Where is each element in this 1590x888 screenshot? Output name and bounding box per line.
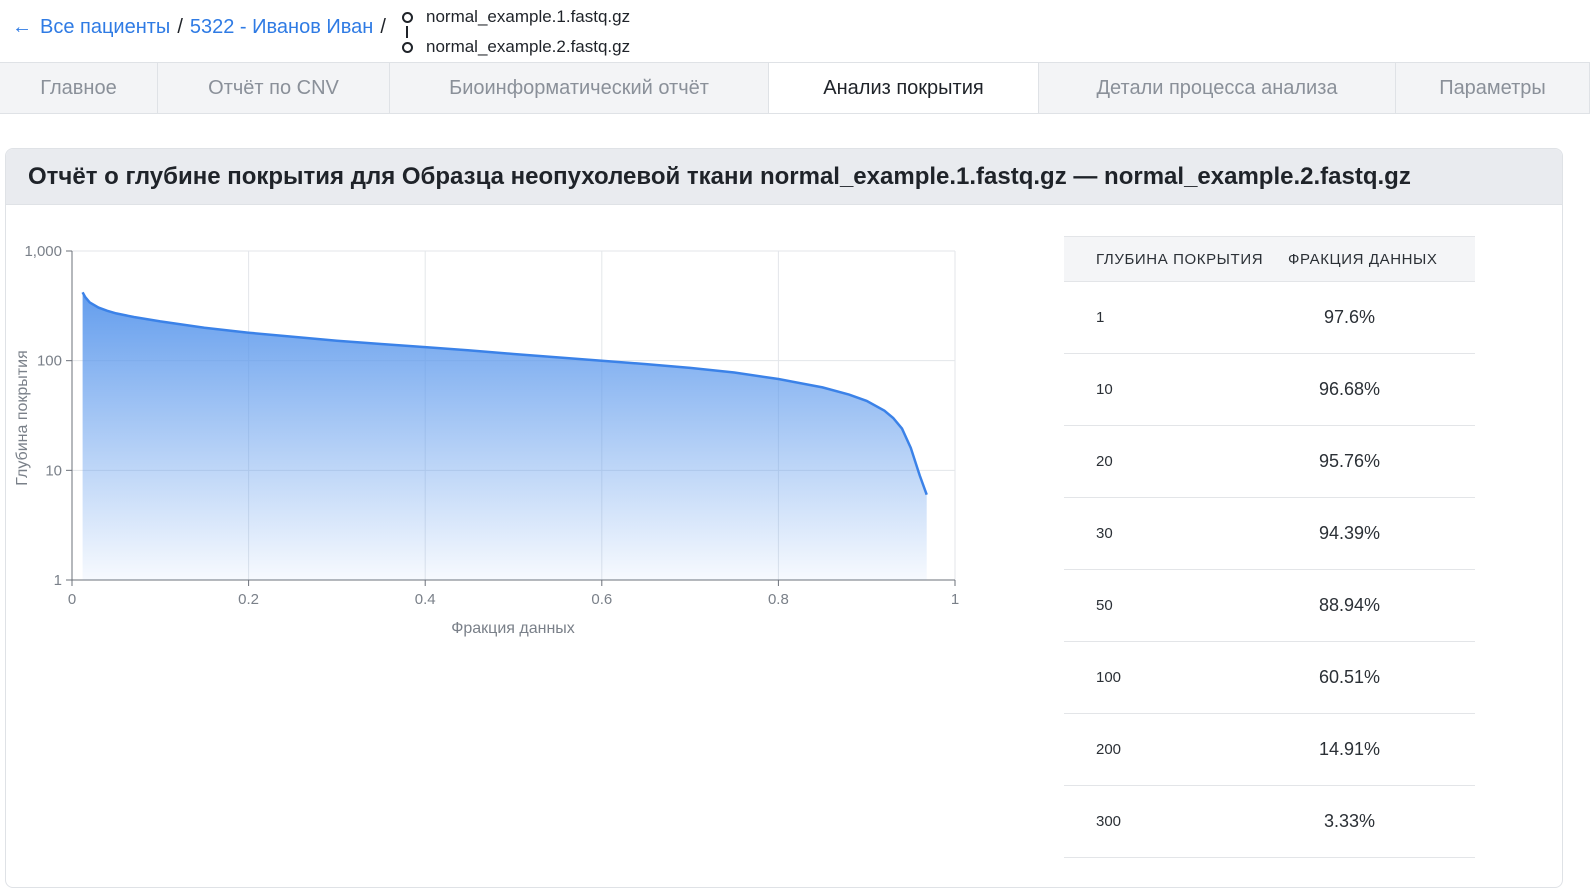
fraction-cell: 88.94% <box>1286 569 1475 642</box>
y-tick-label: 10 <box>45 462 62 479</box>
depth-cell: 200 <box>1064 713 1286 786</box>
column-header-fraction: ФРАКЦИЯ ДАННЫХ <box>1286 236 1475 282</box>
file-connector-line <box>406 26 408 38</box>
sample-file-2: normal_example.2.fastq.gz <box>402 32 630 62</box>
y-axis-label: Глубина покрытия <box>14 350 31 485</box>
table-header-row: ГЛУБИНА ПОКРЫТИЯ ФРАКЦИЯ ДАННЫХ <box>1064 236 1475 282</box>
table-row: 200 14.91% <box>1064 713 1475 786</box>
tab-main[interactable]: Главное <box>0 63 158 113</box>
fraction-cell: 3.33% <box>1286 785 1475 858</box>
tab-parameters[interactable]: Параметры <box>1396 63 1590 113</box>
tab-bioinformatics-report[interactable]: Биоинформатический отчёт <box>390 63 769 113</box>
arrow-left-icon[interactable]: ← <box>12 16 32 38</box>
y-tick-label: 1,000 <box>24 243 62 260</box>
fraction-cell: 94.39% <box>1286 497 1475 570</box>
x-tick-label: 0.8 <box>768 591 789 608</box>
table-row: 30 94.39% <box>1064 497 1475 570</box>
table-row: 1 97.6% <box>1064 281 1475 354</box>
breadcrumb-separator: / <box>177 16 183 38</box>
sample-files: normal_example.1.fastq.gz normal_example… <box>402 2 630 62</box>
depth-cell: 30 <box>1064 497 1286 570</box>
file-node-icon <box>402 41 413 53</box>
tab-cnv-report[interactable]: Отчёт по CNV <box>158 63 390 113</box>
coverage-area <box>82 292 927 580</box>
breadcrumb-separator: / <box>380 16 386 38</box>
x-tick-label: 1 <box>951 591 959 608</box>
table-row: 100 60.51% <box>1064 641 1475 714</box>
breadcrumb: ← Все пациенты / 5322 - Иванов Иван / <box>12 16 393 39</box>
fraction-cell: 60.51% <box>1286 641 1475 714</box>
sample-file-2-label: normal_example.2.fastq.gz <box>426 37 631 56</box>
fraction-cell: 14.91% <box>1286 713 1475 786</box>
depth-cell: 10 <box>1064 353 1286 426</box>
depth-cell: 300 <box>1064 785 1286 858</box>
x-tick-label: 0 <box>68 591 76 608</box>
report-title: Отчёт о глубине покрытия для Образца нео… <box>6 149 1562 205</box>
fraction-cell: 95.76% <box>1286 425 1475 498</box>
depth-cell: 50 <box>1064 569 1286 642</box>
breadcrumb-bar: ← Все пациенты / 5322 - Иванов Иван / no… <box>0 0 1590 62</box>
report-tabs: Главное Отчёт по CNV Биоинформатический … <box>0 62 1590 114</box>
column-header-depth: ГЛУБИНА ПОКРЫТИЯ <box>1064 236 1286 282</box>
fraction-cell: 97.6% <box>1286 281 1475 354</box>
sample-file-1-label: normal_example.1.fastq.gz <box>426 7 631 26</box>
table-row: 50 88.94% <box>1064 569 1475 642</box>
coverage-depth-chart: 0 0.2 0.4 0.6 0.8 1 1 10 100 1,000 Фракция данны… <box>14 243 959 637</box>
x-axis-label: Фракция данных <box>451 620 575 637</box>
coverage-line <box>81 291 928 496</box>
y-tick-label: 1 <box>54 572 62 589</box>
depth-cell: 100 <box>1064 641 1286 714</box>
depth-cell: 1 <box>1064 281 1286 354</box>
x-tick-label: 0.6 <box>591 591 612 608</box>
table-row: 10 96.68% <box>1064 353 1475 426</box>
depth-cell: 20 <box>1064 425 1286 498</box>
coverage-table: ГЛУБИНА ПОКРЫТИЯ ФРАКЦИЯ ДАННЫХ 1 97.6% … <box>1064 236 1475 858</box>
x-tick-label: 0.2 <box>238 591 259 608</box>
file-node-icon <box>402 11 413 23</box>
fraction-cell: 96.68% <box>1286 353 1475 426</box>
tab-analysis-process-details[interactable]: Детали процесса анализа <box>1039 63 1396 113</box>
table-row: 300 3.33% <box>1064 785 1475 858</box>
sample-file-1: normal_example.1.fastq.gz <box>402 2 630 32</box>
y-tick-label: 100 <box>37 353 62 370</box>
coverage-report-card: Отчёт о глубине покрытия для Образца нео… <box>5 148 1563 888</box>
breadcrumb-all-patients-link[interactable]: Все пациенты <box>40 16 171 38</box>
tab-coverage-analysis[interactable]: Анализ покрытия <box>769 63 1039 113</box>
breadcrumb-patient-link[interactable]: 5322 - Иванов Иван <box>189 16 374 38</box>
table-row: 20 95.76% <box>1064 425 1475 498</box>
x-tick-label: 0.4 <box>415 591 436 608</box>
